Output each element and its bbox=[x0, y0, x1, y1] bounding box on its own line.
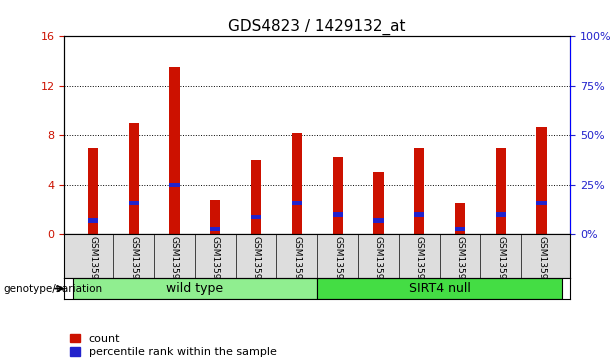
Bar bbox=[210, 227, 220, 231]
Text: GSM1359091: GSM1359091 bbox=[497, 236, 505, 297]
Bar bbox=[414, 212, 424, 216]
Bar bbox=[318, 278, 562, 299]
Bar bbox=[88, 148, 98, 234]
Bar bbox=[169, 67, 180, 234]
Bar bbox=[292, 201, 302, 205]
Text: GSM1359090: GSM1359090 bbox=[455, 236, 465, 297]
Text: GSM1359092: GSM1359092 bbox=[537, 236, 546, 297]
Bar bbox=[72, 278, 318, 299]
Bar bbox=[129, 123, 139, 234]
Bar bbox=[332, 158, 343, 234]
Text: GSM1359084: GSM1359084 bbox=[211, 236, 220, 297]
Legend: count, percentile rank within the sample: count, percentile rank within the sample bbox=[70, 334, 276, 358]
Bar bbox=[536, 201, 547, 205]
Text: GSM1359087: GSM1359087 bbox=[333, 236, 342, 297]
Bar bbox=[251, 215, 261, 219]
Text: wild type: wild type bbox=[166, 282, 223, 295]
Bar bbox=[414, 148, 424, 234]
Text: GSM1359086: GSM1359086 bbox=[292, 236, 302, 297]
Bar bbox=[373, 219, 384, 223]
Bar bbox=[129, 201, 139, 205]
Bar bbox=[332, 212, 343, 216]
Text: GSM1359085: GSM1359085 bbox=[251, 236, 261, 297]
Bar bbox=[251, 160, 261, 234]
Bar bbox=[88, 219, 98, 223]
Bar bbox=[496, 212, 506, 216]
Bar bbox=[210, 200, 220, 234]
Title: GDS4823 / 1429132_at: GDS4823 / 1429132_at bbox=[229, 19, 406, 35]
Bar bbox=[455, 227, 465, 231]
Bar bbox=[169, 183, 180, 187]
Text: GSM1359089: GSM1359089 bbox=[414, 236, 424, 297]
Bar bbox=[496, 148, 506, 234]
Text: SIRT4 null: SIRT4 null bbox=[409, 282, 471, 295]
Bar bbox=[536, 127, 547, 234]
Bar bbox=[292, 133, 302, 234]
Text: GSM1359081: GSM1359081 bbox=[88, 236, 97, 297]
Text: GSM1359082: GSM1359082 bbox=[129, 236, 138, 297]
Text: GSM1359083: GSM1359083 bbox=[170, 236, 179, 297]
Text: GSM1359088: GSM1359088 bbox=[374, 236, 383, 297]
Bar bbox=[455, 203, 465, 234]
Bar bbox=[373, 172, 384, 234]
Text: genotype/variation: genotype/variation bbox=[3, 284, 102, 294]
